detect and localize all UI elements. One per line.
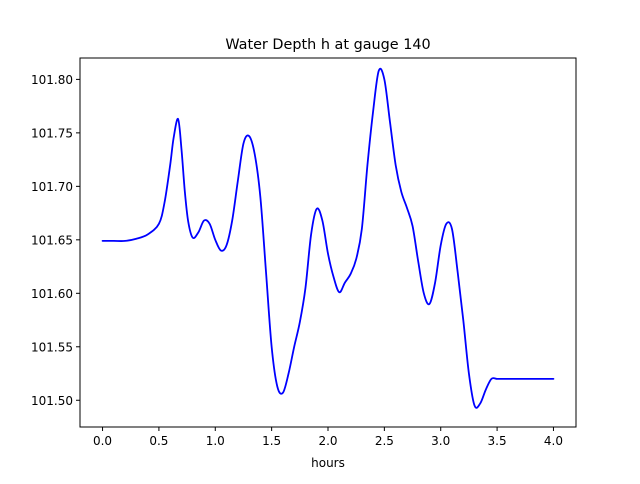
plot-frame — [79, 57, 577, 428]
x-tick-label: 1.5 — [262, 434, 281, 448]
x-axis-label: hours — [311, 456, 345, 470]
y-tick-label: 101.75 — [31, 126, 73, 140]
chart-title: Water Depth h at gauge 140 — [225, 37, 430, 53]
x-tick-label: 0.0 — [93, 434, 112, 448]
plot-area — [101, 67, 555, 409]
y-tick-label: 101.80 — [31, 73, 73, 87]
y-tick-label: 101.50 — [31, 394, 73, 408]
y-axis: 101.50 101.55 101.60 101.65 101.70 101.75 101.… — [31, 73, 80, 408]
y-tick-label: 101.65 — [31, 233, 73, 247]
series-line — [101, 67, 555, 409]
x-tick-label: 3.0 — [431, 434, 450, 448]
x-tick-label: 0.5 — [149, 434, 168, 448]
x-tick-label: 2.5 — [375, 434, 394, 448]
x-tick-label: 4.0 — [544, 434, 563, 448]
x-tick-label: 1.0 — [206, 434, 225, 448]
y-tick-label: 101.60 — [31, 287, 73, 301]
y-tick-label: 101.70 — [31, 180, 73, 194]
y-tick-label: 101.55 — [31, 340, 73, 354]
x-tick-label: 3.5 — [488, 434, 507, 448]
x-tick-label: 2.0 — [318, 434, 337, 448]
x-axis: 0.0 0.5 1.0 1.5 2.0 2.5 3.0 3.5 4.0 — [93, 427, 563, 448]
